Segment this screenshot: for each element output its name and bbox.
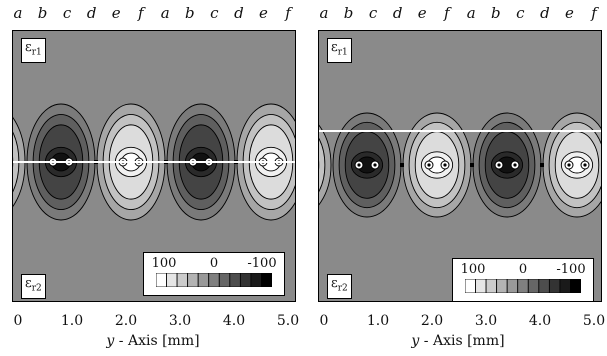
- x-tick-right-4: 4.0: [528, 313, 552, 329]
- colorbar-cell-right-9: [559, 279, 571, 293]
- x-tick-right-3: 3.0: [474, 313, 498, 329]
- colorbar-cell-right-5: [517, 279, 529, 293]
- colorbar-legend-left: 100 0 -100: [143, 252, 285, 296]
- colorbar-cell-left-7: [229, 273, 241, 287]
- top-label-left-11: f: [285, 4, 291, 22]
- colorbar-cell-right-1: [475, 279, 487, 293]
- x-tick-right-5: 5.0: [582, 313, 606, 329]
- colorbar-cell-left-10: [261, 273, 272, 287]
- colorbar-cell-left-9: [250, 273, 262, 287]
- legend-max-left: 100: [151, 256, 177, 271]
- colorbar-cell-right-8: [548, 279, 561, 293]
- top-label-right-9: d: [540, 4, 550, 22]
- electrode-core-right-2-1: [513, 163, 517, 167]
- top-label-left-4: e: [111, 4, 121, 22]
- top-label-right-0: a: [319, 4, 329, 22]
- epsilon-r2-label-left: εr2: [21, 274, 46, 299]
- x-tick-left-4: 4.0: [222, 313, 246, 329]
- epsilon-r1-label-left: εr1: [21, 38, 46, 63]
- top-label-right-4: e: [417, 4, 427, 22]
- colorbar-cell-right-6: [527, 279, 540, 293]
- electrode-core-right-1-0: [427, 163, 431, 167]
- top-label-right-2: c: [368, 4, 378, 22]
- colorbar-cell-right-7: [538, 279, 550, 293]
- gap-marker-right-0: [400, 163, 404, 167]
- colorbar-cell-right-4: [506, 279, 519, 293]
- top-label-left-3: d: [86, 4, 97, 22]
- electrode-core-right-0-0: [357, 163, 361, 167]
- electrode-core-right-3-0: [567, 163, 571, 167]
- x-tick-left-3: 3.0: [168, 313, 192, 329]
- legend-min-left: -100: [247, 256, 277, 271]
- gap-marker-right-1: [470, 163, 474, 167]
- top-label-left-6: a: [160, 4, 170, 22]
- contour-plot-left: [0, 103, 306, 221]
- top-label-left-8: c: [210, 4, 219, 22]
- x-tick-right-1: 1.0: [366, 313, 390, 329]
- legend-min-right: -100: [556, 262, 586, 277]
- epsilon-r2-label-right: εr2: [327, 274, 352, 299]
- top-label-left-1: b: [37, 4, 48, 22]
- top-label-left-2: c: [62, 4, 72, 22]
- top-label-left-5: f: [137, 4, 144, 22]
- colorbar-cell-left-0: [156, 273, 167, 287]
- colorbar-cell-right-2: [485, 279, 498, 293]
- x-tick-right-0: 0: [319, 313, 329, 329]
- top-label-right-1: b: [343, 4, 354, 22]
- field-plot-right: εr1 εr2 100 0 -100: [262, 30, 607, 302]
- colorbar-cell-left-6: [218, 273, 231, 287]
- colorbar-left: [156, 273, 272, 287]
- colorbar-cell-left-4: [197, 273, 210, 287]
- top-label-left-10: e: [259, 4, 268, 22]
- colorbar-cell-left-3: [187, 273, 199, 287]
- top-label-right-3: d: [392, 4, 403, 22]
- colorbar-right: [465, 279, 581, 293]
- top-label-left-9: d: [234, 4, 244, 22]
- colorbar-cell-left-8: [239, 273, 252, 287]
- x-axis-label-left: y - Axis [mm]: [106, 333, 200, 349]
- top-label-right-6: a: [466, 4, 476, 22]
- top-label-left-7: b: [185, 4, 195, 22]
- legend-max-right: 100: [460, 262, 486, 277]
- gap-marker-right-2: [540, 163, 544, 167]
- x-axis-label-right: y - Axis [mm]: [411, 333, 505, 349]
- colorbar-cell-left-5: [208, 273, 220, 287]
- top-label-right-5: f: [443, 4, 450, 22]
- x-tick-left-1: 1.0: [60, 313, 84, 329]
- top-label-right-11: f: [591, 4, 597, 22]
- colorbar-cell-left-2: [176, 273, 189, 287]
- top-label-right-7: b: [491, 4, 501, 22]
- colorbar-legend-right: 100 0 -100: [452, 258, 594, 302]
- legend-zero-left: 0: [209, 256, 219, 271]
- top-label-right-10: e: [565, 4, 574, 22]
- electrode-core-right-3-1: [583, 163, 587, 167]
- colorbar-cell-right-10: [570, 279, 581, 293]
- field-plot-left: εr1 εr2 100 0 -100: [0, 30, 306, 302]
- x-tick-right-2: 2.0: [420, 313, 444, 329]
- x-tick-left-5: 5.0: [276, 313, 300, 329]
- x-tick-left-0: 0: [13, 313, 23, 329]
- colorbar-cell-right-0: [465, 279, 476, 293]
- legend-zero-right: 0: [518, 262, 528, 277]
- electrode-core-right-1-1: [443, 163, 447, 167]
- electrode-core-right-2-0: [497, 163, 501, 167]
- colorbar-cell-left-1: [166, 273, 178, 287]
- x-tick-left-2: 2.0: [114, 313, 138, 329]
- top-label-left-0: a: [13, 4, 23, 22]
- top-label-right-8: c: [516, 4, 525, 22]
- colorbar-cell-right-3: [496, 279, 508, 293]
- epsilon-r1-label-right: εr1: [327, 38, 352, 63]
- electrode-core-right-0-1: [373, 163, 377, 167]
- contour-lobes-right: [262, 112, 607, 218]
